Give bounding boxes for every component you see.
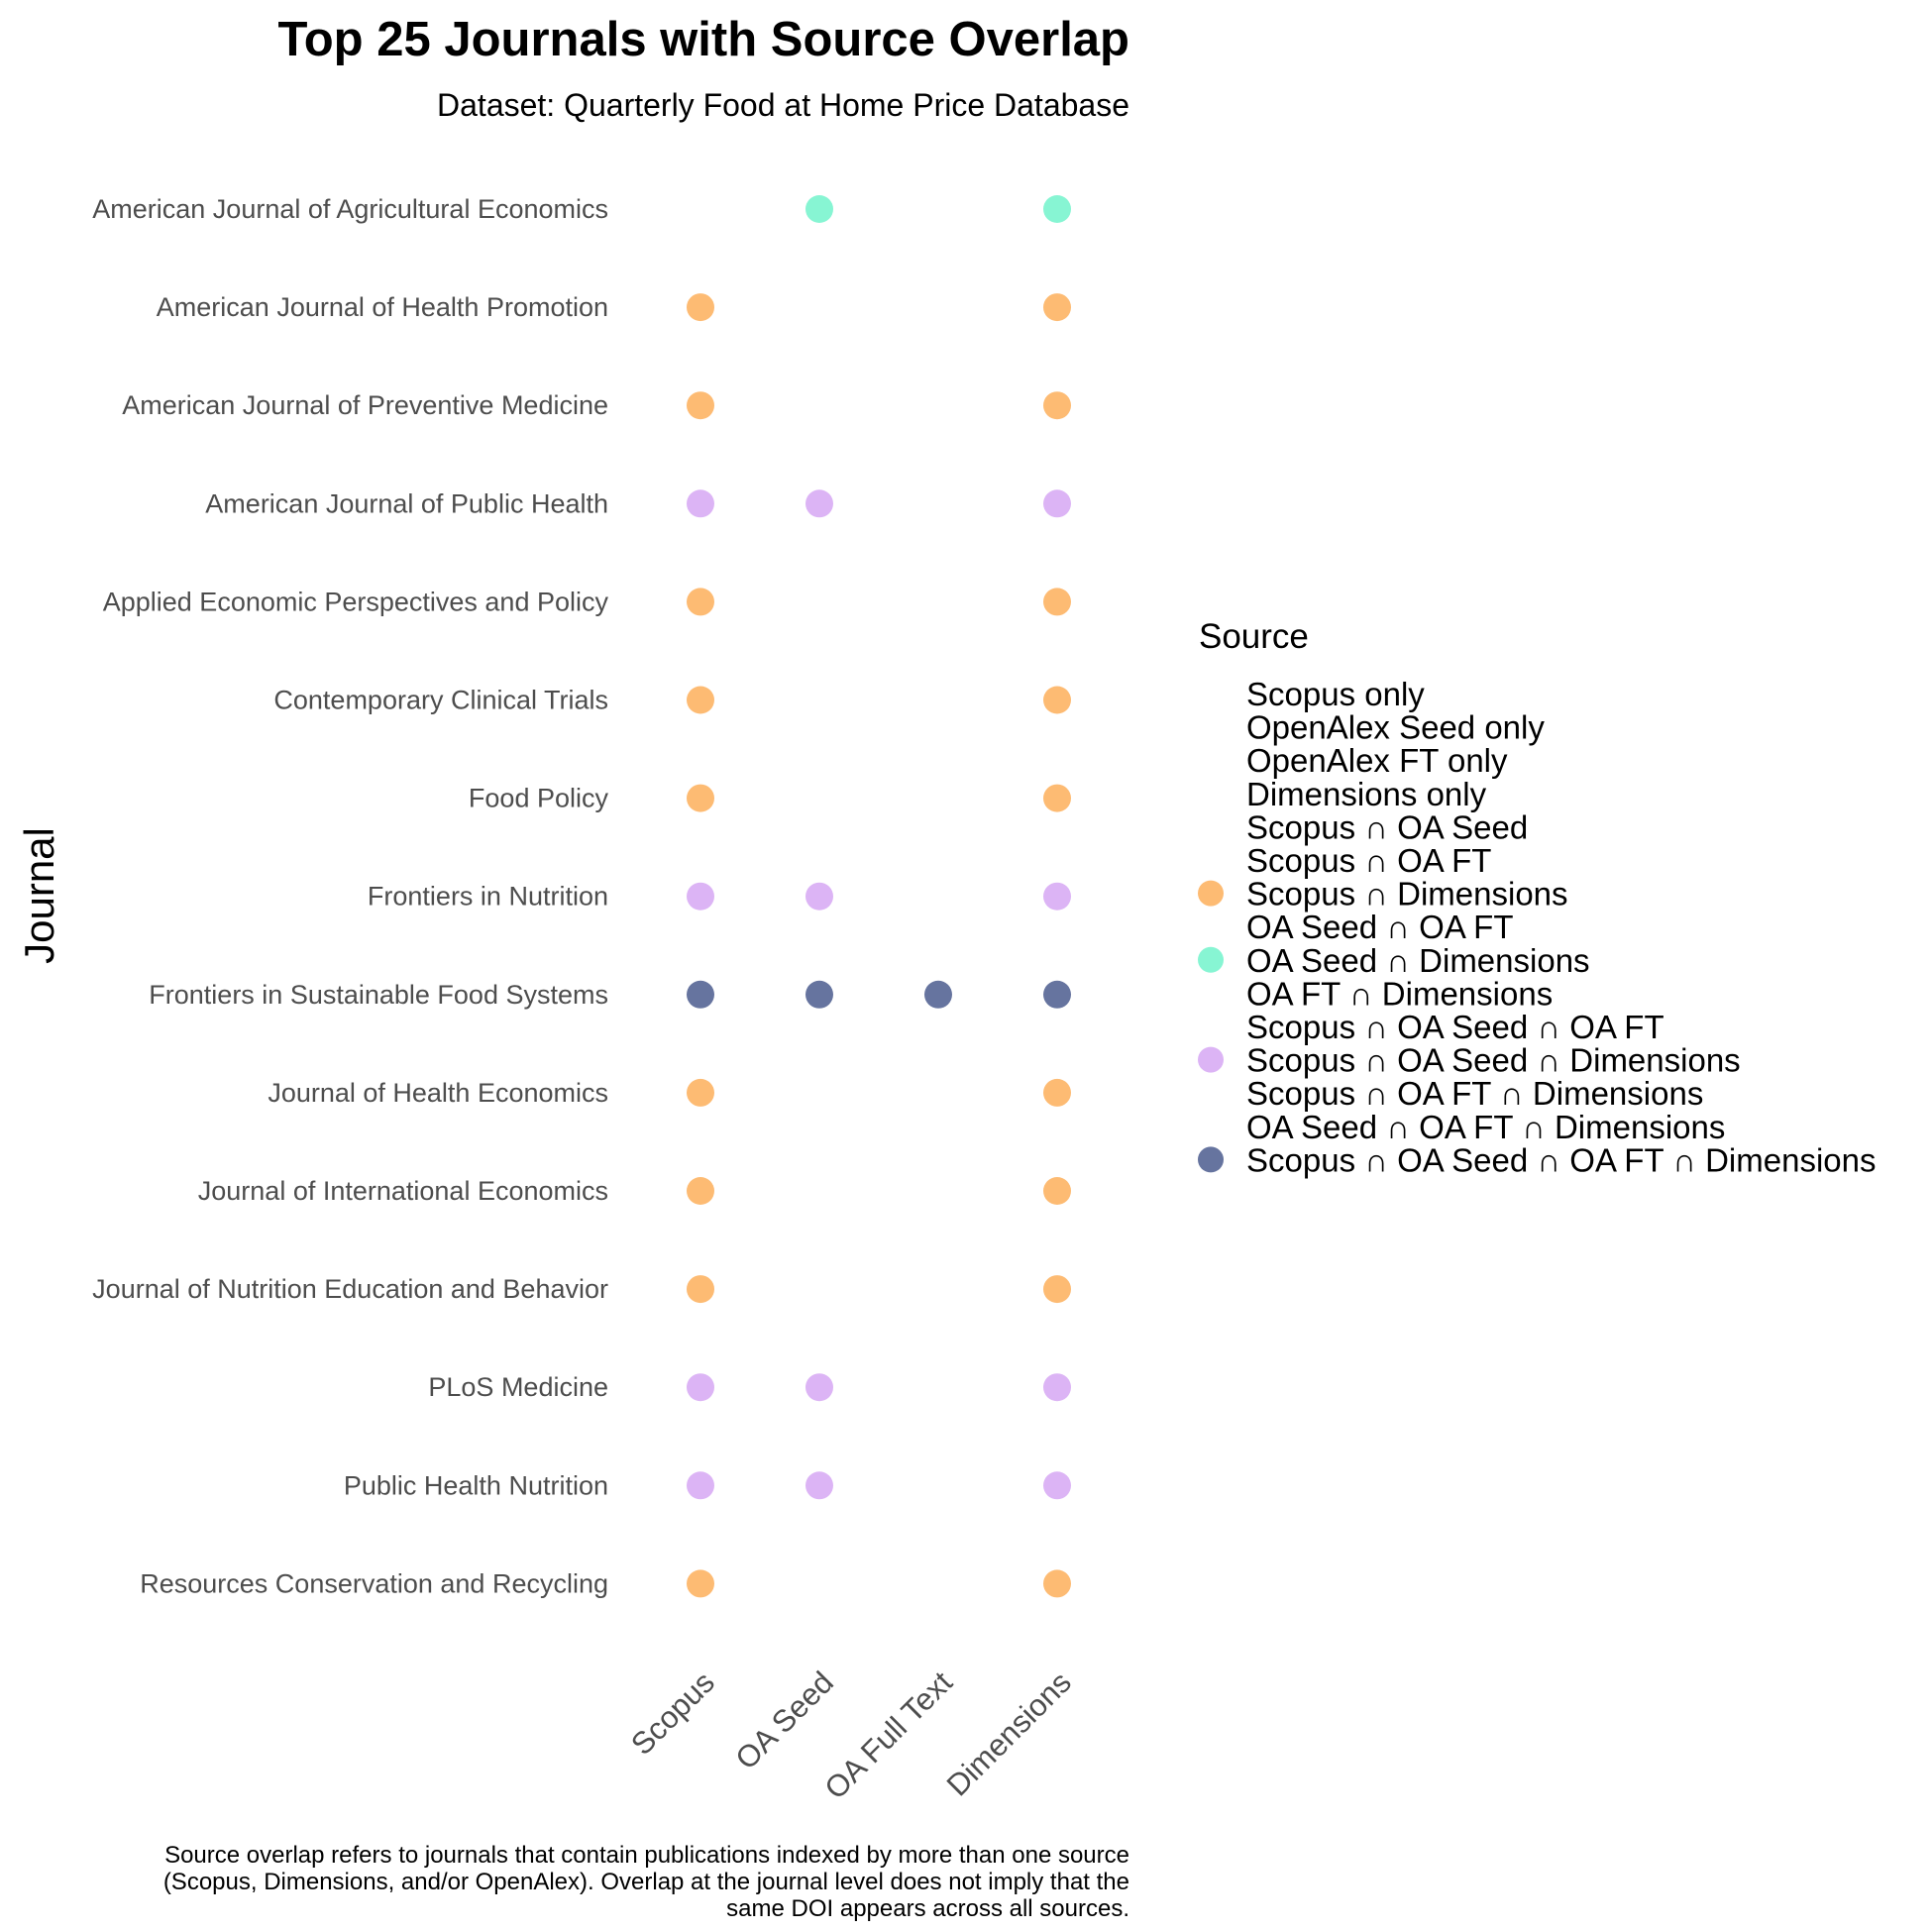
x-tick-label: Dimensions xyxy=(940,1664,1078,1802)
data-point xyxy=(687,1471,714,1500)
data-point xyxy=(805,195,833,223)
data-point xyxy=(687,882,714,911)
caption-line: (Scopus, Dimensions, and/or OpenAlex). O… xyxy=(163,1869,1129,1895)
legend-key xyxy=(1198,946,1224,973)
legend-label: OpenAlex FT only xyxy=(1246,742,1508,779)
data-point xyxy=(687,1569,714,1598)
caption-line: same DOI appears across all sources. xyxy=(726,1895,1129,1922)
data-point xyxy=(687,391,714,420)
data-point xyxy=(805,1471,833,1500)
data-point xyxy=(1043,1569,1071,1598)
data-points xyxy=(687,195,1071,1598)
y-tick-label: Public Health Nutrition xyxy=(344,1470,608,1500)
data-point xyxy=(805,489,833,518)
data-point xyxy=(805,1373,833,1402)
legend-key xyxy=(1198,1046,1224,1073)
x-tick-label: Scopus xyxy=(624,1664,721,1762)
data-point xyxy=(805,882,833,911)
chart-title: Top 25 Journals with Source Overlap xyxy=(277,13,1129,66)
data-point xyxy=(1043,293,1071,322)
y-tick-label: American Journal of Agricultural Economi… xyxy=(92,194,608,224)
legend-label: Dimensions only xyxy=(1246,776,1487,812)
y-tick-label: Food Policy xyxy=(469,784,609,813)
data-point xyxy=(687,293,714,322)
data-point xyxy=(1043,784,1071,812)
y-axis-label: Journal xyxy=(16,827,62,964)
legend-label: Scopus ∩ OA Seed ∩ OA FT xyxy=(1246,1009,1664,1045)
y-tick-label: Contemporary Clinical Trials xyxy=(273,686,608,715)
legend-key xyxy=(1198,880,1224,907)
x-tick-label: OA Full Text xyxy=(817,1664,959,1806)
data-point xyxy=(687,1373,714,1402)
y-tick-label: American Journal of Public Health xyxy=(205,488,608,518)
legend-label: OpenAlex Seed only xyxy=(1246,709,1545,746)
legend-label: Scopus ∩ OA Seed xyxy=(1246,808,1528,845)
legend-label: OA FT ∩ Dimensions xyxy=(1246,975,1553,1012)
data-point xyxy=(1043,882,1071,911)
data-point xyxy=(1043,391,1071,420)
legend-label: Scopus ∩ OA FT ∩ Dimensions xyxy=(1246,1075,1703,1112)
data-point xyxy=(687,489,714,518)
legend-label: OA Seed ∩ Dimensions xyxy=(1246,942,1590,979)
legend-label: Scopus ∩ Dimensions xyxy=(1246,876,1568,912)
chart-subtitle: Dataset: Quarterly Food at Home Price Da… xyxy=(437,87,1129,123)
y-tick-label: Journal of Health Economics xyxy=(268,1078,608,1108)
data-point xyxy=(687,588,714,616)
data-point xyxy=(687,784,714,812)
y-tick-label: American Journal of Health Promotion xyxy=(157,292,608,322)
data-point xyxy=(687,1275,714,1304)
y-tick-label: Frontiers in Sustainable Food Systems xyxy=(149,980,608,1010)
y-tick-label: Resources Conservation and Recycling xyxy=(140,1568,608,1598)
y-axis-ticks: American Journal of Agricultural Economi… xyxy=(92,194,608,1598)
legend-title: Source xyxy=(1199,617,1309,656)
data-point xyxy=(687,1078,714,1107)
data-point xyxy=(687,980,714,1009)
y-tick-label: Journal of International Economics xyxy=(198,1176,608,1206)
legend-key xyxy=(1198,1146,1224,1173)
caption: Source overlap refers to journals that c… xyxy=(163,1842,1129,1922)
legend-label: Scopus ∩ OA FT xyxy=(1246,842,1491,879)
data-point xyxy=(1043,1471,1071,1500)
data-point xyxy=(1043,195,1071,223)
legend-label: Scopus ∩ OA Seed ∩ OA FT ∩ Dimensions xyxy=(1246,1141,1876,1178)
y-tick-label: Journal of Nutrition Education and Behav… xyxy=(92,1274,608,1304)
x-tick-label: OA Seed xyxy=(728,1664,839,1775)
data-point xyxy=(687,1177,714,1205)
legend-label: OA Seed ∩ OA FT xyxy=(1246,909,1514,945)
data-point xyxy=(924,980,952,1009)
legend-label: Scopus only xyxy=(1246,676,1425,712)
data-point xyxy=(1043,489,1071,518)
data-point xyxy=(1043,1177,1071,1205)
y-tick-label: Frontiers in Nutrition xyxy=(368,882,608,912)
data-point xyxy=(1043,1078,1071,1107)
data-point xyxy=(1043,1373,1071,1402)
data-point xyxy=(687,686,714,714)
data-point xyxy=(1043,686,1071,714)
y-tick-label: American Journal of Preventive Medicine xyxy=(122,390,608,420)
y-tick-label: PLoS Medicine xyxy=(428,1372,608,1402)
data-point xyxy=(1043,980,1071,1009)
legend-label: Scopus ∩ OA Seed ∩ Dimensions xyxy=(1246,1042,1741,1079)
y-tick-label: Applied Economic Perspectives and Policy xyxy=(103,587,609,616)
data-point xyxy=(1043,1275,1071,1304)
caption-line: Source overlap refers to journals that c… xyxy=(164,1842,1129,1869)
data-point xyxy=(805,980,833,1009)
data-point xyxy=(1043,588,1071,616)
legend-label: OA Seed ∩ OA FT ∩ Dimensions xyxy=(1246,1109,1725,1145)
